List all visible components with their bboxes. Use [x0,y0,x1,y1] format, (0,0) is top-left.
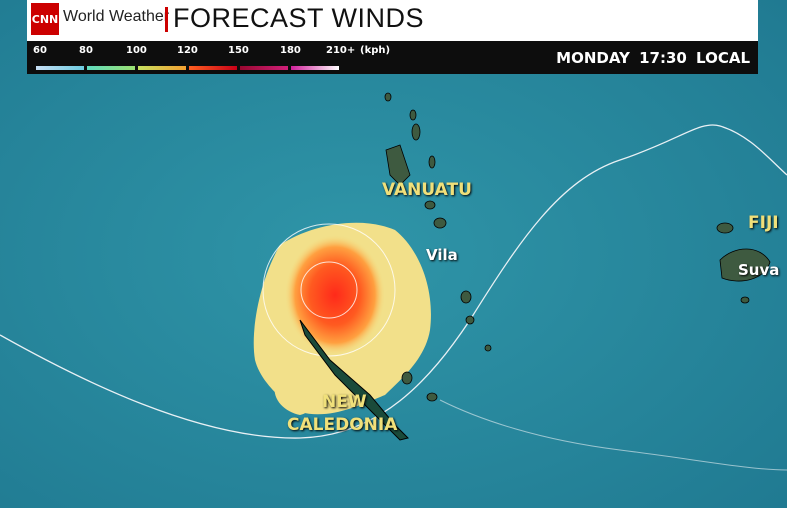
legend-tick: 80 [79,45,93,56]
cnn-logo: CNN [31,3,59,35]
divider [165,7,168,32]
forecast-time: MONDAY 17:30 LOCAL [556,49,750,67]
new-caledonia-island [299,319,409,441]
legend-color-segment [138,66,186,70]
brand-name: World Weather [63,8,170,25]
legend-color-segment [87,66,135,70]
legend-tick: 100 [126,45,147,56]
forecast-track-line [0,124,787,439]
vanuatu-islands [384,92,492,402]
wind-field-storm-core [285,235,385,355]
legend-bar: 60 80 100 120 150 180 210+ (kph) MONDAY … [27,41,758,74]
legend-tick: 120 [177,45,198,56]
legend-tick: 150 [228,45,249,56]
label-fiji: FIJI [748,213,779,233]
legend-unit: (kph) [360,45,391,56]
track-line-secondary [439,399,787,471]
header: CNN World Weather FORECAST WINDS [27,0,758,41]
label-vanuatu: VANUATU [382,180,472,200]
legend-color-segment [291,66,339,70]
label-new-caledonia: NEW [322,392,367,412]
fiji-islands [716,222,771,304]
city-suva: Suva [738,261,780,279]
legend-tick: 180 [280,45,301,56]
storm-radius-outer [262,223,396,357]
wind-field-tail [274,385,309,415]
legend-tick: 210+ [326,45,356,56]
page-title: FORECAST WINDS [173,3,425,33]
legend-color-segment [36,66,84,70]
legend-tick: 60 [33,45,47,56]
storm-radius-inner [300,261,358,319]
legend-color-segment [189,66,237,70]
label-new-caledonia-2: CALEDONIA [287,415,398,435]
city-vila: Vila [426,246,458,264]
legend-color-segment [240,66,288,70]
